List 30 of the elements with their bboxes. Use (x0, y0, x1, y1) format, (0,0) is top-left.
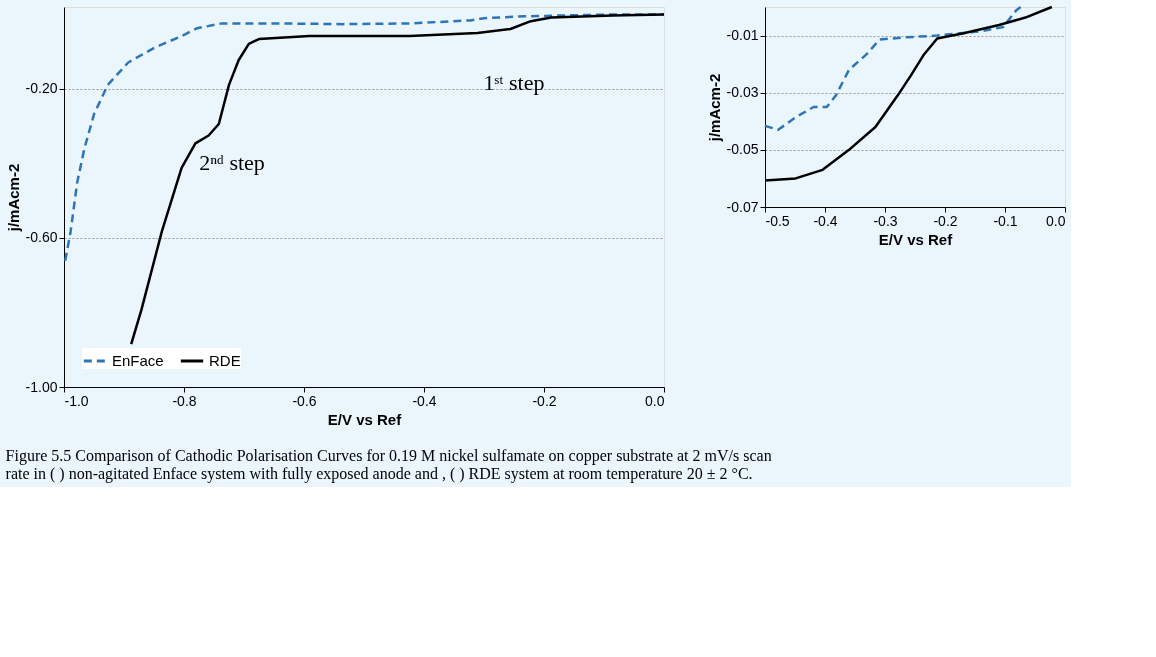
x-tick-label: -1.0 (64, 392, 89, 409)
y-tick-label: -0.60 (25, 229, 58, 246)
annotation: 1ˢᵗ step (483, 70, 545, 95)
line-series (763, 5, 1022, 132)
x-tick-label: -0.5 (765, 212, 790, 229)
x-tick-label: -0.4 (412, 392, 437, 409)
x-tick-label: -0.8 (172, 392, 197, 409)
line-series (129, 13, 666, 346)
y-axis-title: j/mAcm-2 (4, 163, 22, 233)
y-axis-title: j/mAcm-2 (705, 73, 723, 143)
y-tick-label: -0.03 (726, 84, 759, 101)
x-tick-label: -0.4 (813, 212, 838, 229)
x-tick-label: -0.2 (532, 392, 557, 409)
y-tick-label: -0.20 (25, 80, 58, 97)
x-tick-label: -0.6 (292, 392, 317, 409)
caption: Figure 5.5 Comparison of Cathodic Polarisation Curves for 0.19 M nickel sulfamate on copper substrate at 2 mV/s scan rate in ( ) non-agitated Enface system with fully exposed anode and , ( ) RDE system at room temperature 20 ± 2 °C. (5, 446, 772, 483)
x-tick-label: -0.3 (873, 212, 898, 229)
y-tick-label: -0.01 (726, 27, 759, 44)
x-tick-label: 0.0 (645, 392, 665, 409)
annotation: 2ⁿᵈ step (199, 149, 265, 175)
y-tick-label: -1.00 (25, 378, 58, 395)
x-tick-label: -0.1 (993, 212, 1018, 229)
x-axis-title: E/V vs Ref (878, 230, 954, 248)
legend-label: EnFace (112, 352, 164, 369)
x-axis-title: E/V vs Ref (327, 410, 403, 428)
x-tick-label: 0.0 (1046, 212, 1066, 229)
x-tick-label: -0.2 (933, 212, 958, 229)
legend-label: RDE (209, 352, 241, 369)
y-tick-label: -0.05 (726, 141, 759, 158)
y-tick-label: -0.07 (726, 198, 759, 215)
